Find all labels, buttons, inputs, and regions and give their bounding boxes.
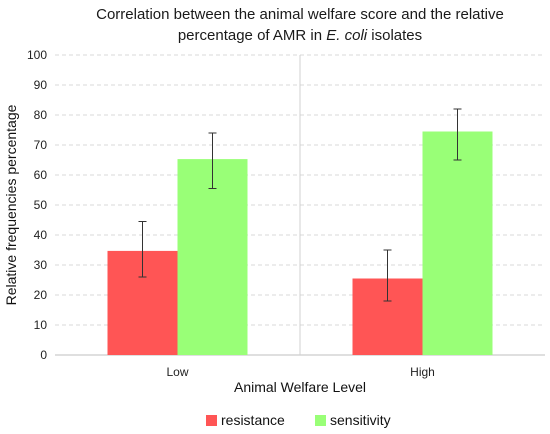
y-tick-label-90: 90	[34, 78, 48, 92]
y-tick-labels: 0 10 20 30 40 50 60 70 80 90 100	[27, 48, 47, 362]
error-bar-sensitivity-high	[453, 108, 462, 161]
chart-title-line1: Correlation between the animal welfare s…	[96, 6, 504, 23]
legend-item-sensitivity: sensitivity	[315, 412, 391, 428]
y-tick-label-60: 60	[34, 168, 48, 182]
legend-swatch-sensitivity	[315, 415, 326, 426]
y-tick-label-70: 70	[34, 138, 48, 152]
bar-sensitivity-low	[177, 159, 248, 355]
chart-title-line2-suffix: isolates	[367, 27, 423, 44]
x-axis-label: Animal Welfare Level	[234, 379, 366, 395]
error-bar-sensitivity-low	[208, 132, 217, 189]
y-tick-label-80: 80	[34, 108, 48, 122]
y-tick-label-0: 0	[40, 348, 47, 362]
error-bar-resistance-low	[138, 221, 147, 278]
legend-item-resistance: resistance	[206, 412, 285, 428]
x-tick-label-low: Low	[166, 365, 188, 379]
y-tick-label-40: 40	[34, 228, 48, 242]
y-tick-label-30: 30	[34, 258, 48, 272]
x-tick-labels: Low High	[166, 365, 434, 379]
y-tick-label-100: 100	[27, 48, 47, 62]
chart-title-line2-prefix: percentage of AMR in	[177, 27, 327, 44]
legend-swatch-resistance	[206, 415, 217, 426]
y-axis-label: Relative frequencies percentage	[3, 104, 19, 305]
y-tick-label-50: 50	[34, 198, 48, 212]
y-tick-label-10: 10	[34, 318, 48, 332]
error-bars	[138, 108, 462, 302]
error-bar-resistance-high	[383, 249, 392, 302]
y-tick-label-20: 20	[34, 288, 48, 302]
bar-sensitivity-high	[422, 131, 493, 355]
chart-title: Correlation between the animal welfare s…	[50, 4, 550, 46]
legend-label-resistance: resistance	[221, 412, 285, 428]
x-tick-label-high: High	[410, 365, 435, 379]
chart-title-line2: percentage of AMR in E. coli isolates	[50, 25, 550, 46]
legend-label-sensitivity: sensitivity	[330, 412, 391, 428]
legend: resistance sensitivity	[206, 412, 391, 428]
chart-title-line2-italic: E. coli	[326, 27, 368, 44]
